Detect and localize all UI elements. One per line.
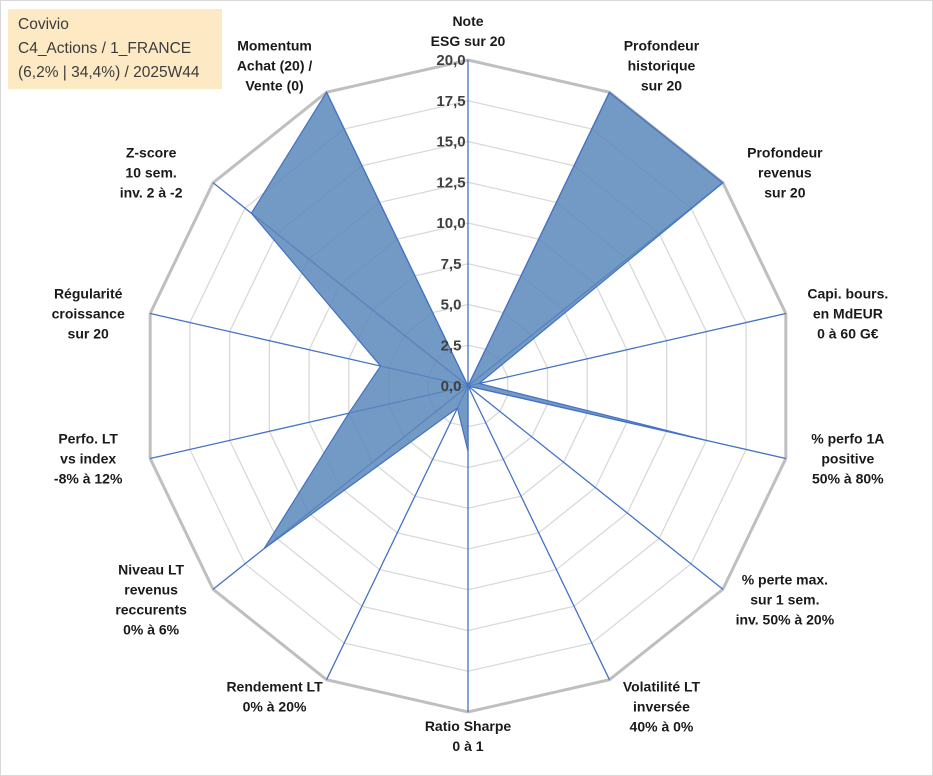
radial-tick-label: 7,5 bbox=[441, 256, 462, 273]
axis-label-layer: Note ESG sur 20 Profondeur historique sur 20… bbox=[52, 13, 889, 754]
radial-tick-label: 2,5 bbox=[441, 337, 462, 354]
radial-tick-label: 12,5 bbox=[436, 174, 465, 191]
axis-label: % perfo 1A positive 50% à 80% bbox=[811, 431, 884, 487]
axis-label: Rendement LT 0% à 20% bbox=[226, 679, 323, 715]
title-box: Covivio C4_Actions / 1_FRANCE (6,2% | 34… bbox=[8, 9, 222, 89]
axis-spoke bbox=[467, 312, 786, 387]
axis-label: Profondeur historique sur 20 bbox=[624, 37, 700, 93]
radial-tick-label: 0,0 bbox=[441, 378, 462, 395]
axis-label: Note ESG sur 20 bbox=[431, 13, 506, 49]
axis-label: Volatilité LT inversée 40% à 0% bbox=[623, 679, 701, 735]
axis-label: Z-score 10 sem. inv. 2 à -2 bbox=[120, 145, 183, 201]
axis-label: Capi. bours. en MdEUR 0 à 60 G€ bbox=[807, 285, 888, 341]
info-label: (6,2% | 34,4%) / 2025W44 bbox=[18, 64, 200, 81]
tick-layer: 0,0 2,5 5,0 7,5 10,0 12,5 15,0 17,5 20,0 bbox=[436, 52, 465, 395]
axis-label: % perte max. sur 1 sem. inv. 50% à 20% bbox=[736, 571, 835, 627]
company-name: Covivio bbox=[18, 16, 69, 33]
series-layer bbox=[250, 91, 724, 550]
axis-label: Régularité croissance sur 20 bbox=[52, 285, 125, 341]
category-label: C4_Actions / 1_FRANCE bbox=[18, 40, 192, 57]
axis-label: Ratio Sharpe 0 à 1 bbox=[425, 718, 512, 754]
axis-spoke bbox=[467, 385, 724, 590]
series-covivio-area bbox=[250, 91, 724, 550]
radial-tick-label: 10,0 bbox=[436, 215, 465, 232]
axis-label: Momentum Achat (20) / Vente (0) bbox=[237, 37, 313, 93]
axis-spoke bbox=[467, 385, 611, 680]
axis-label: Niveau LT revenus reccurents 0% à 6% bbox=[115, 561, 187, 637]
axis-spoke bbox=[325, 385, 469, 680]
axis-label: Perfo. LT vs index -8% à 12% bbox=[54, 431, 123, 487]
radial-tick-label: 20,0 bbox=[436, 52, 465, 69]
radial-tick-label: 17,5 bbox=[436, 93, 465, 110]
axis-label: Profondeur revenus sur 20 bbox=[747, 145, 823, 201]
radial-tick-label: 15,0 bbox=[436, 134, 465, 151]
radial-tick-label: 5,0 bbox=[441, 297, 462, 314]
